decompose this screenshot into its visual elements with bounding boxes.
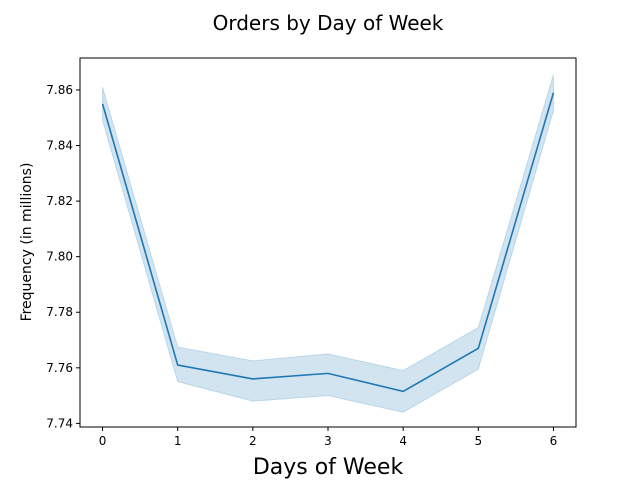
y-tick-label: 7.74 <box>46 416 73 430</box>
y-axis-label: Frequency (in millions) <box>19 163 35 322</box>
x-tick-label: 0 <box>99 434 107 448</box>
chart-title: Orders by Day of Week <box>213 11 444 35</box>
y-tick-label: 7.84 <box>46 139 73 153</box>
y-tick-label: 7.86 <box>46 83 73 97</box>
x-tick-label: 1 <box>174 434 182 448</box>
plot-area <box>101 74 555 413</box>
confidence-band <box>102 74 554 413</box>
x-tick-label: 4 <box>399 434 407 448</box>
x-axis: 0 1 2 3 4 5 6 <box>99 427 558 448</box>
series-line <box>101 92 555 393</box>
x-tick-label: 5 <box>474 434 482 448</box>
x-tick-label: 2 <box>249 434 257 448</box>
y-tick-label: 7.78 <box>46 305 73 319</box>
y-tick-label: 7.82 <box>46 194 73 208</box>
y-tick-label: 7.80 <box>46 250 73 264</box>
y-axis: 7.74 7.76 7.78 7.80 7.82 7.84 7.86 <box>46 83 80 430</box>
x-axis-label: Days of Week <box>253 455 404 480</box>
y-tick-label: 7.76 <box>46 361 73 375</box>
x-tick-label: 6 <box>550 434 558 448</box>
x-tick-label: 3 <box>324 434 332 448</box>
